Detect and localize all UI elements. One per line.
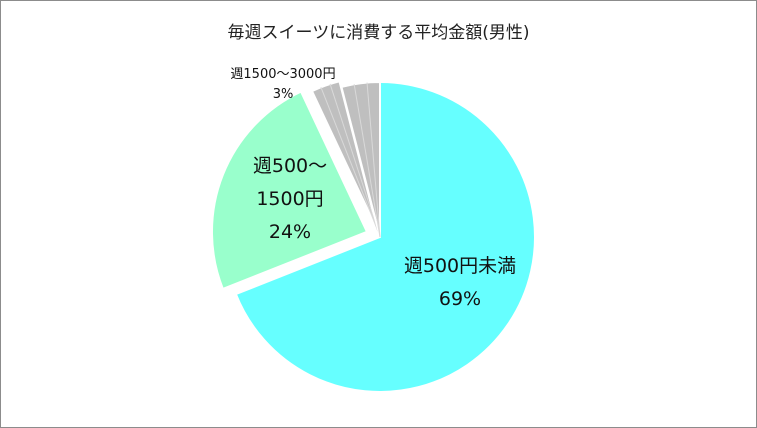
data-label-3-line-1: 週1500～3000円 xyxy=(230,67,335,82)
data-label-2-line-3: 24% xyxy=(269,221,311,243)
data-label-3-line-2: 3% xyxy=(273,87,294,102)
data-label-1-line-2: 69% xyxy=(439,288,481,310)
data-label-1-line-1: 週500円未満 xyxy=(404,255,516,277)
data-label-2-line-1: 週500～ xyxy=(253,155,327,177)
data-label-2-line-2: 1500円 xyxy=(256,188,323,210)
pie-slices xyxy=(212,81,535,392)
